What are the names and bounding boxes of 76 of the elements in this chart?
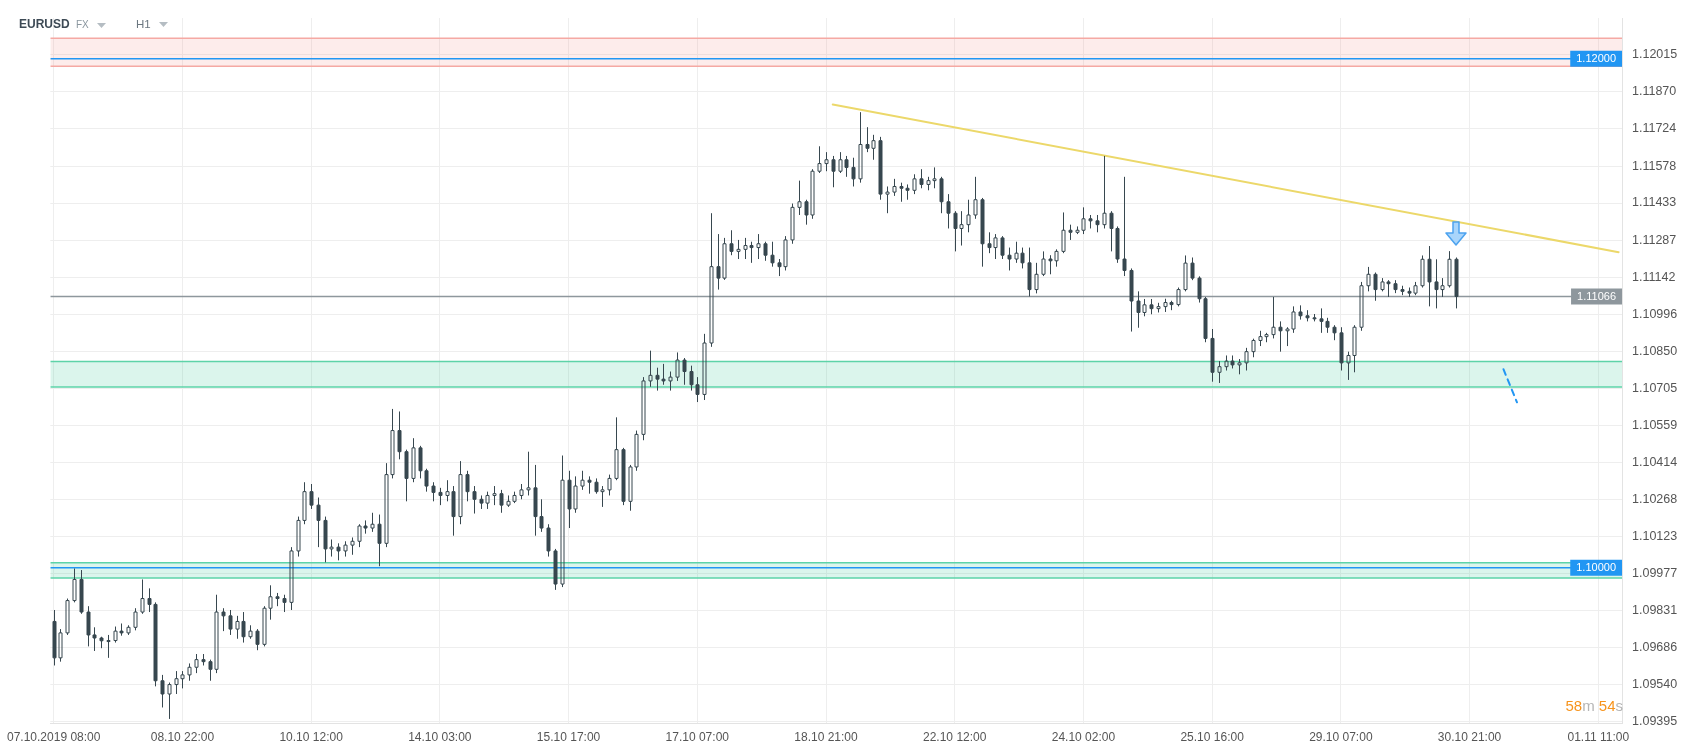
x-tick-label: 08.10 22:00 bbox=[150, 729, 215, 744]
candlestick bbox=[709, 212, 714, 348]
candlestick bbox=[140, 578, 145, 615]
candlestick bbox=[350, 536, 355, 556]
candlestick bbox=[1420, 254, 1425, 289]
x-tick-label: 22.10 12:00 bbox=[923, 729, 987, 744]
candlestick bbox=[167, 682, 172, 720]
candlestick bbox=[648, 350, 653, 388]
y-tick-label: 1.09831 bbox=[1632, 603, 1678, 618]
x-tick-label: 07.10.2019 08:00 bbox=[7, 729, 101, 744]
candlestick bbox=[194, 653, 199, 674]
y-tick-label: 1.10123 bbox=[1632, 528, 1678, 543]
y-tick-label: 1.10559 bbox=[1632, 417, 1678, 432]
candlestick bbox=[756, 233, 761, 260]
candlestick bbox=[614, 416, 619, 481]
y-tick-label: 1.09977 bbox=[1632, 566, 1678, 581]
candlestick bbox=[458, 460, 463, 525]
candlestick bbox=[1447, 250, 1452, 289]
x-tick-label: 25.10 16:00 bbox=[1180, 729, 1245, 744]
x-tick-label: 10.10 12:00 bbox=[279, 729, 344, 744]
x-tick-label: 24.10 02:00 bbox=[1051, 729, 1116, 744]
x-tick-label: 01.11 11:00 bbox=[1567, 729, 1630, 744]
candlestick bbox=[1061, 211, 1066, 254]
candlestick bbox=[1271, 296, 1276, 339]
candlestick bbox=[411, 437, 416, 483]
y-tick-label: 1.11433 bbox=[1632, 195, 1677, 210]
candlestick bbox=[824, 151, 829, 172]
candlestick bbox=[973, 176, 978, 220]
y-tick-label: 1.10996 bbox=[1632, 306, 1678, 321]
y-tick-label: 1.11142 bbox=[1632, 269, 1676, 284]
ref-line-label: 1.11066 bbox=[1577, 289, 1616, 302]
candlestick bbox=[1366, 266, 1371, 292]
x-tick-label: 14.10 03:00 bbox=[408, 729, 472, 744]
candlestick bbox=[675, 351, 680, 382]
x-tick-label: 15.10 17:00 bbox=[536, 729, 601, 744]
candlestick bbox=[370, 512, 375, 533]
candlestick bbox=[492, 485, 497, 506]
candlestick bbox=[797, 180, 802, 216]
ref-line-label: 1.10000 bbox=[1576, 561, 1616, 574]
candlestick bbox=[580, 470, 585, 491]
chart-title: EURUSD bbox=[19, 17, 70, 31]
annotation: 58m 54s bbox=[1565, 697, 1623, 714]
x-tick-label: 30.10 21:00 bbox=[1437, 729, 1502, 744]
candlestick bbox=[1102, 155, 1107, 229]
candlestick bbox=[858, 111, 863, 184]
candlestick bbox=[560, 455, 565, 588]
x-tick-label: 18.10 21:00 bbox=[794, 729, 859, 744]
ref-line-label: 1.12000 bbox=[1576, 52, 1616, 65]
candlestick bbox=[966, 199, 971, 233]
y-tick-label: 1.10268 bbox=[1632, 491, 1678, 506]
candlestick bbox=[106, 634, 111, 659]
candlestick bbox=[885, 185, 890, 214]
y-tick-label: 1.10850 bbox=[1632, 343, 1678, 358]
y-tick-label: 1.10705 bbox=[1632, 380, 1678, 395]
y-tick-label: 1.09395 bbox=[1632, 714, 1678, 729]
candlestick bbox=[736, 239, 741, 260]
candlestick bbox=[1244, 347, 1249, 371]
annotation: H1 bbox=[136, 18, 151, 30]
y-tick-label: 1.12015 bbox=[1632, 47, 1678, 62]
y-tick-label: 1.11578 bbox=[1632, 158, 1677, 173]
candlestick bbox=[1034, 262, 1039, 294]
candlestick bbox=[187, 662, 192, 682]
y-tick-label: 1.11724 bbox=[1632, 121, 1677, 136]
y-tick-label: 1.09540 bbox=[1632, 677, 1678, 692]
candlestick bbox=[817, 145, 822, 174]
y-tick-label: 1.10414 bbox=[1632, 454, 1678, 469]
x-tick-label: 17.10 07:00 bbox=[665, 729, 730, 744]
y-tick-label: 1.11287 bbox=[1632, 232, 1677, 247]
y-tick-label: 1.09686 bbox=[1632, 640, 1678, 655]
candlestick bbox=[289, 546, 294, 611]
y-tick-label: 1.11870 bbox=[1632, 84, 1677, 99]
x-tick-label: 29.10 07:00 bbox=[1309, 729, 1373, 744]
annotation: FX bbox=[76, 19, 89, 30]
candlestick bbox=[892, 178, 897, 197]
candlestick bbox=[1217, 360, 1222, 384]
candlestick bbox=[526, 451, 531, 496]
